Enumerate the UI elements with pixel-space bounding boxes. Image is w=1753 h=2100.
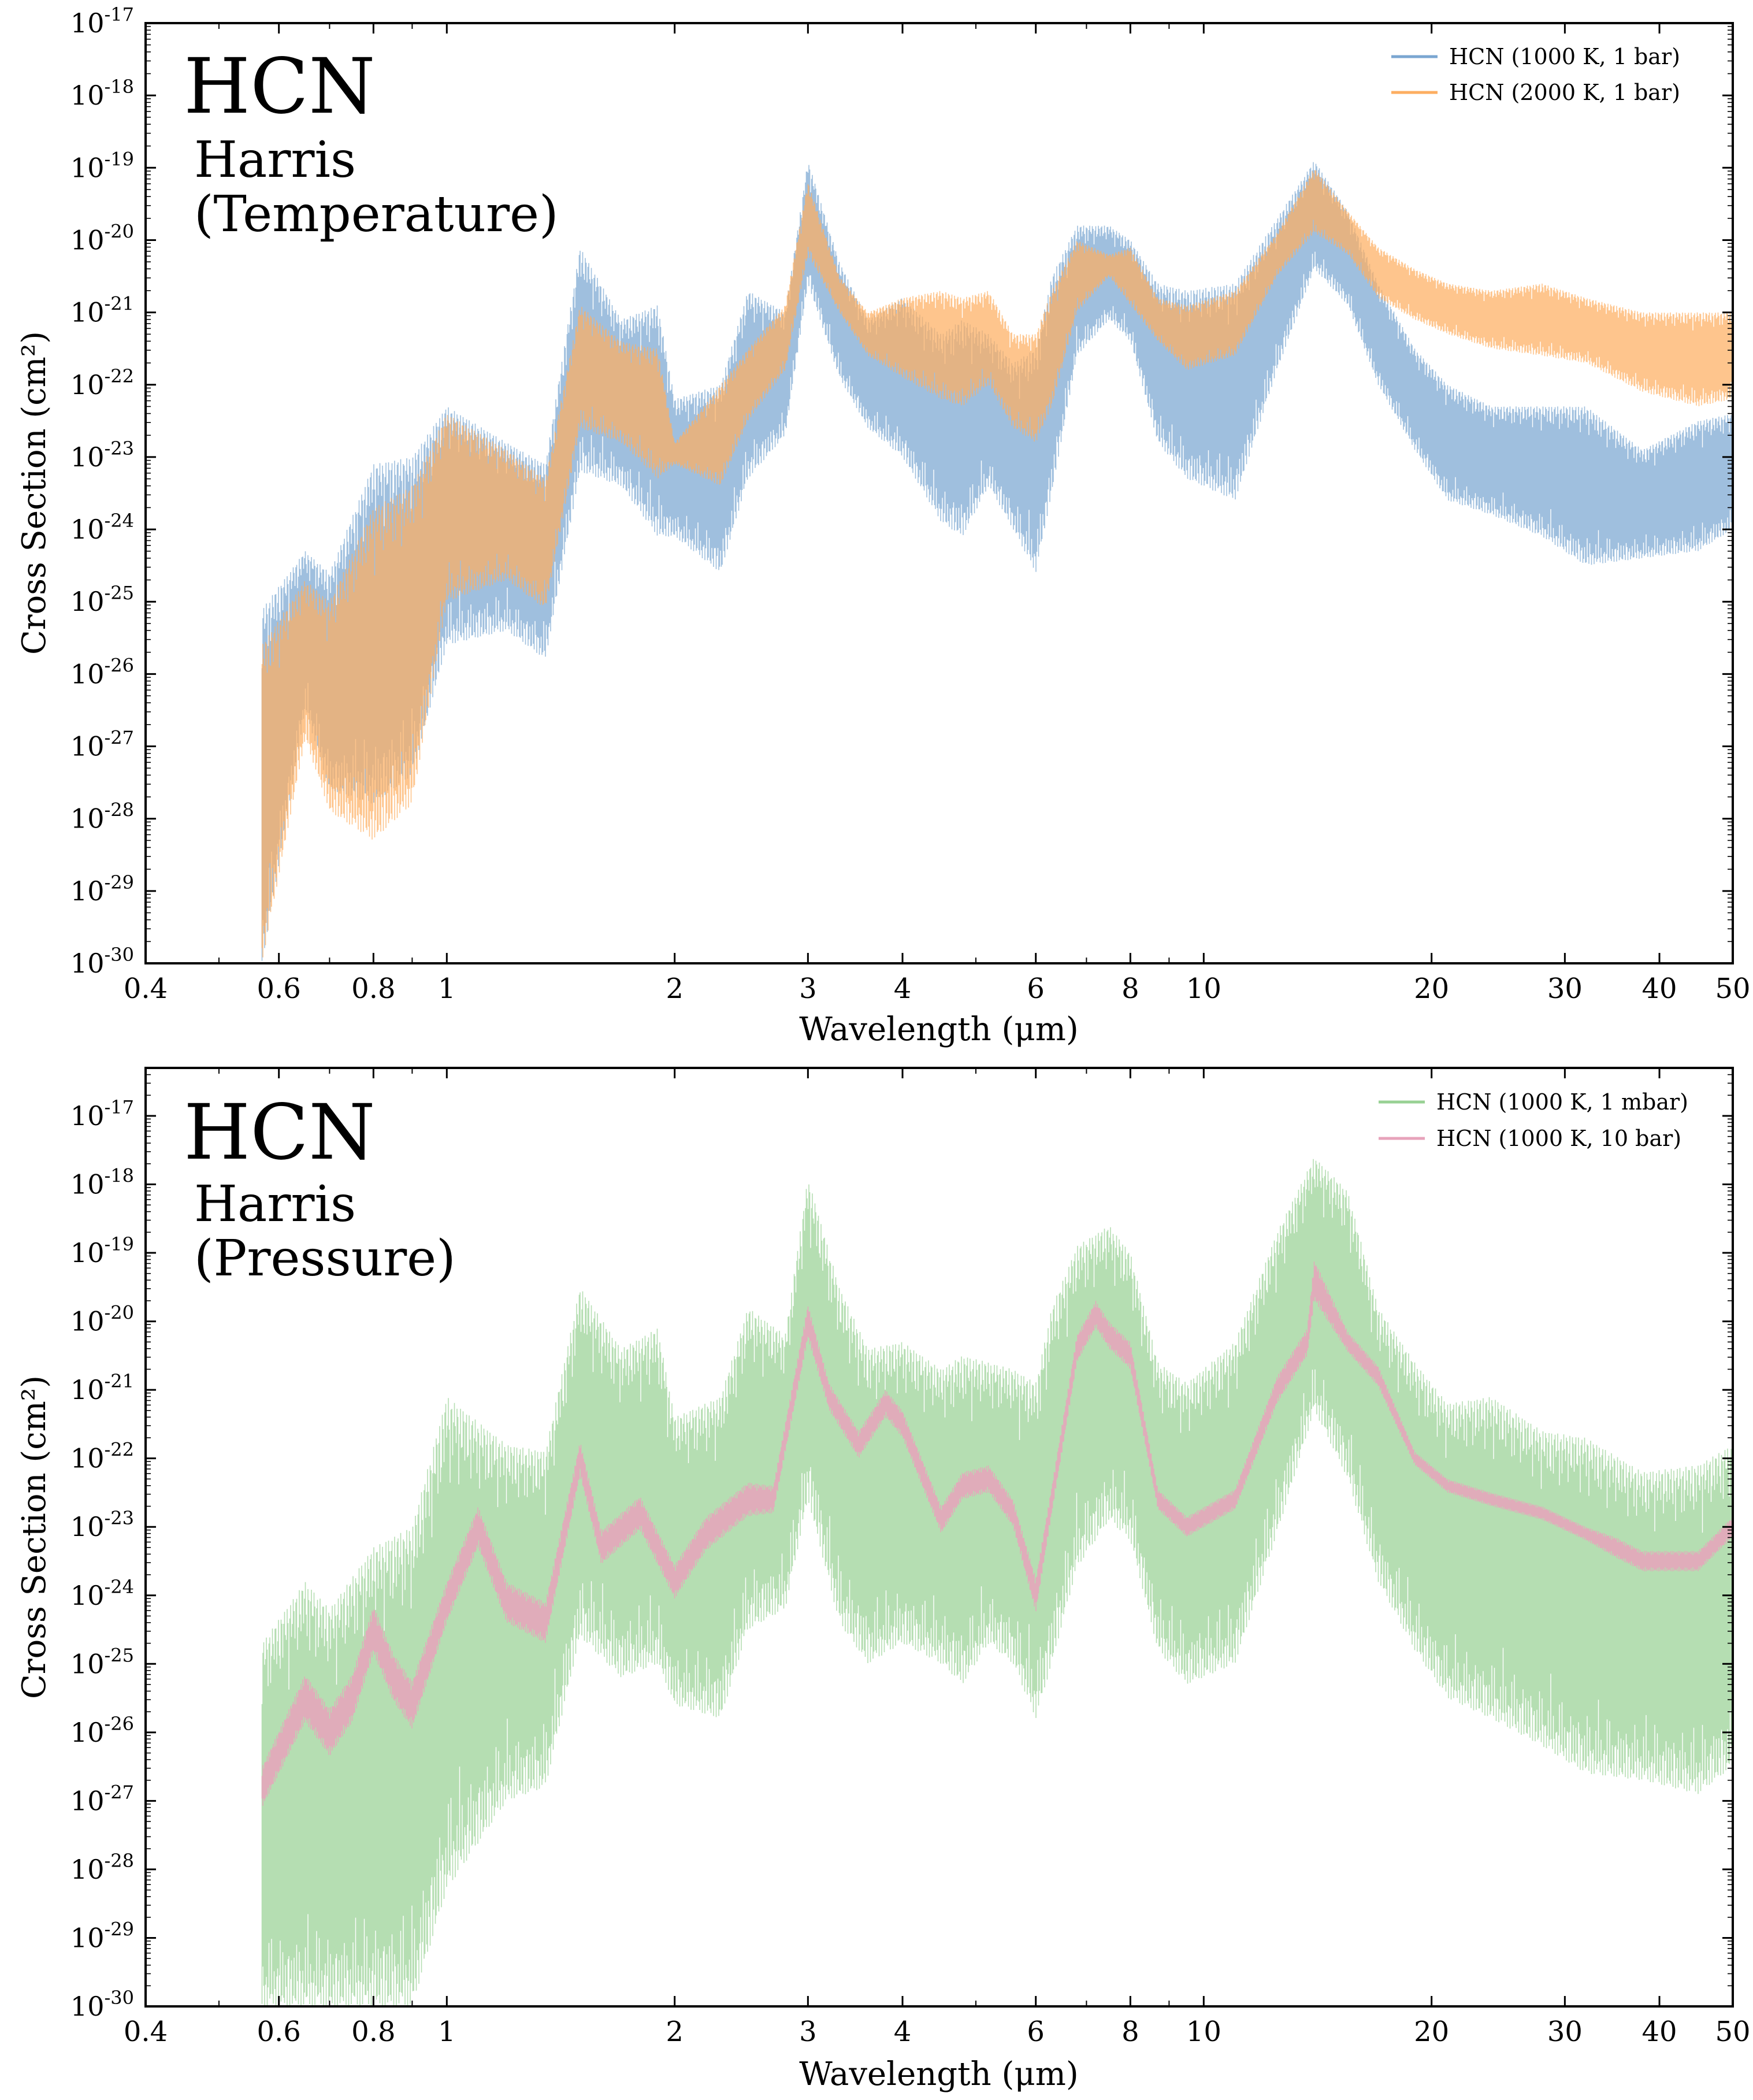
x-axis-label: Wavelength (μm) [799, 2056, 1078, 2093]
x-tick-label: 0.4 [124, 973, 168, 1005]
x-tick-label: 20 [1414, 973, 1449, 1005]
x-tick-label: 30 [1547, 2016, 1583, 2048]
legend-label-2000k-1bar: HCN (2000 K, 1 bar) [1449, 80, 1680, 105]
x-tick-label: 4 [894, 2016, 912, 2048]
x-tick-label: 2 [666, 2016, 684, 2048]
x-axis-label: Wavelength (μm) [799, 1011, 1078, 1048]
chart-subtitle-line-2: (Pressure) [194, 1230, 456, 1288]
x-tick-label: 0.4 [124, 2016, 168, 2048]
x-tick-label: 0.8 [351, 973, 395, 1005]
x-tick-label: 40 [1642, 2016, 1677, 2048]
x-tick-label: 8 [1121, 973, 1139, 1005]
x-tick-label: 4 [894, 973, 912, 1005]
chart-subtitle-line-2: (Temperature) [194, 185, 559, 243]
x-tick-label: 50 [1715, 973, 1750, 1005]
x-tick-label: 1 [438, 2016, 456, 2048]
x-tick-label: 2 [666, 973, 684, 1005]
chart-subtitle-line-1: Harris [194, 131, 356, 189]
x-tick-label: 20 [1414, 2016, 1449, 2048]
x-tick-label: 6 [1027, 2016, 1045, 2048]
x-tick-label: 30 [1547, 973, 1583, 1005]
x-tick-label: 0.8 [351, 2016, 395, 2048]
x-tick-label: 50 [1715, 2016, 1750, 2048]
x-tick-label: 3 [799, 973, 817, 1005]
chart-subtitle-line-1: Harris [194, 1175, 356, 1233]
x-tick-label: 6 [1027, 973, 1045, 1005]
x-tick-label: 0.6 [257, 2016, 301, 2048]
x-tick-label: 8 [1121, 2016, 1139, 2048]
x-tick-label: 0.6 [257, 973, 301, 1005]
y-axis-label: Cross Section (cm²) [16, 1375, 53, 1699]
chart-title: HCN [184, 42, 376, 131]
chart-title: HCN [184, 1088, 376, 1177]
x-tick-label: 40 [1642, 973, 1677, 1005]
x-tick-label: 3 [799, 2016, 817, 2048]
x-tick-label: 10 [1186, 973, 1221, 1005]
legend-label-1000k-1bar: HCN (1000 K, 1 bar) [1449, 44, 1680, 69]
y-axis-label: Cross Section (cm²) [16, 331, 53, 655]
x-tick-label: 10 [1186, 2016, 1221, 2048]
legend-label-1000k-10bar: HCN (1000 K, 10 bar) [1436, 1126, 1681, 1151]
x-tick-label: 1 [438, 973, 456, 1005]
legend-label-1000k-1mbar: HCN (1000 K, 1 mbar) [1436, 1089, 1688, 1115]
